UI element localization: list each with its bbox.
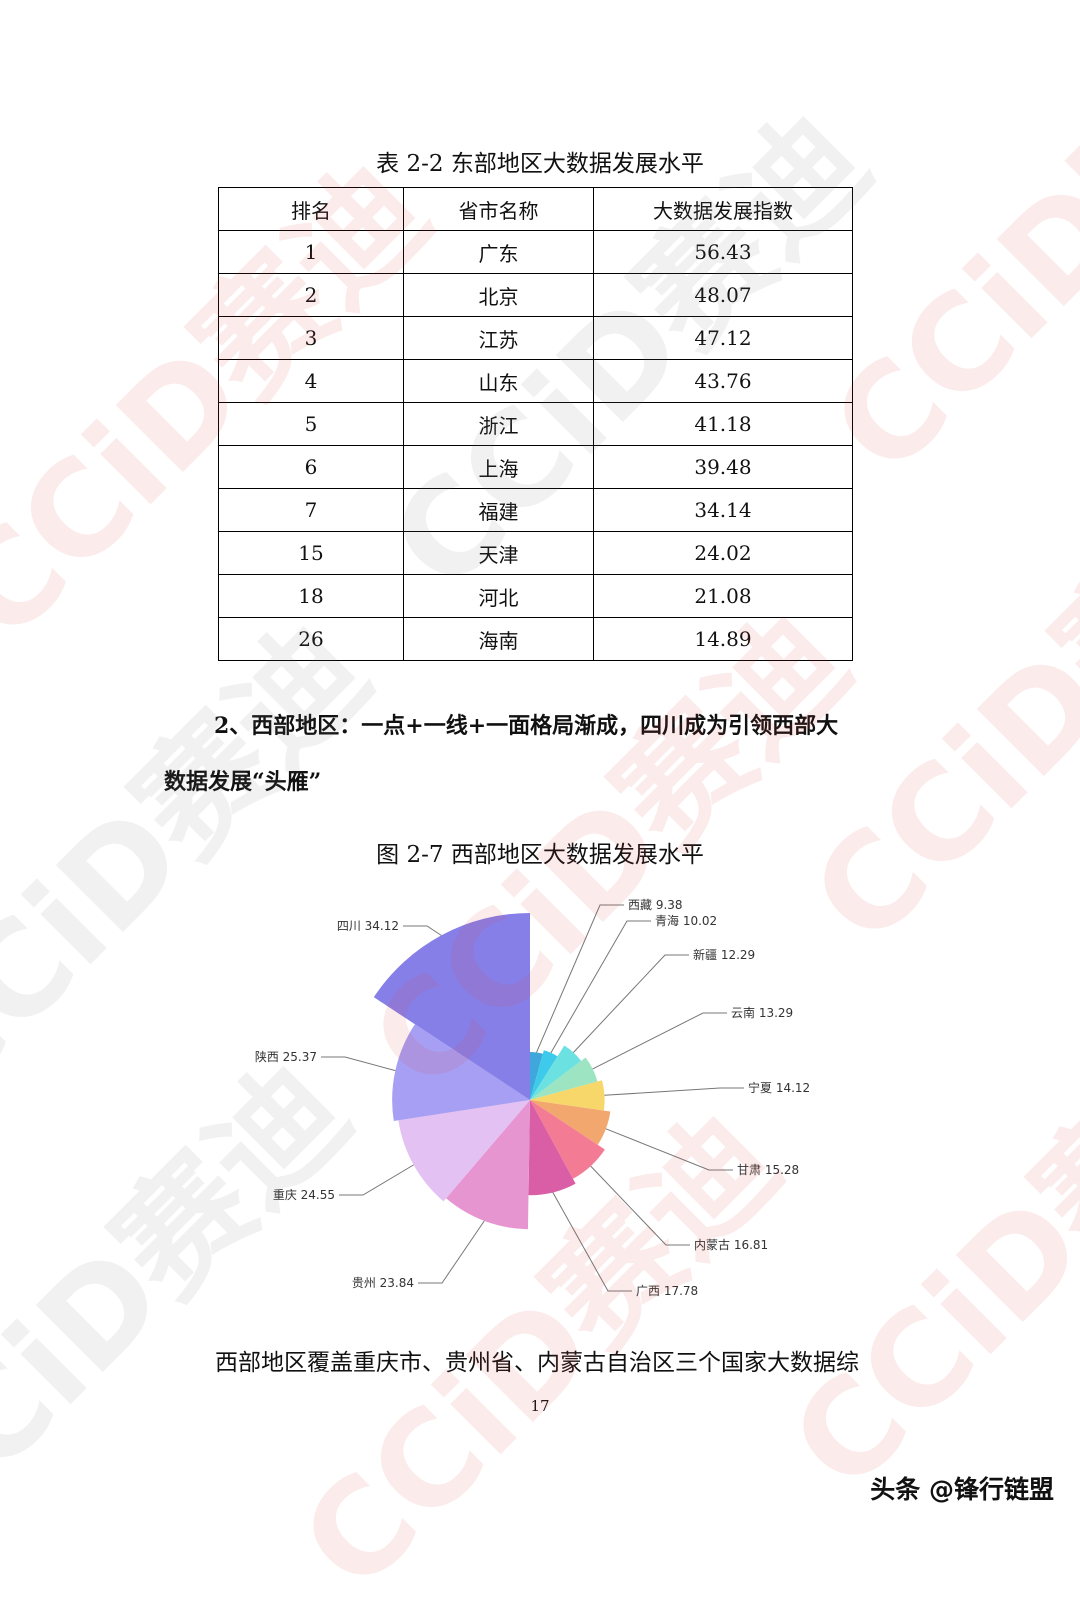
- section-heading-line1: 2、西部地区：一点+一线+一面格局渐成，四川成为引领西部大: [214, 713, 839, 739]
- label-leader-line: [592, 1012, 727, 1070]
- rank-cell: 6: [218, 445, 404, 489]
- slice-label: 西藏 9.38: [628, 898, 683, 912]
- rank-cell: 3: [218, 316, 404, 360]
- province-cell: 广东: [403, 230, 594, 274]
- table-row: 7 福建 34.14: [218, 488, 853, 532]
- label-leader-line: [321, 1056, 396, 1072]
- rose-slice-10: [392, 1024, 530, 1121]
- section-heading-line2: 数据发展“头雁”: [164, 769, 322, 795]
- rose-slice-4: [530, 1080, 605, 1111]
- slice-label: 重庆 24.55: [273, 1188, 335, 1202]
- rose-slice-8: [446, 1100, 530, 1230]
- rose-slice-11: [373, 913, 530, 1100]
- table-row: 15 天津 24.02: [218, 531, 853, 575]
- table-row: 6 上海 39.48: [218, 445, 853, 489]
- label-leader-line: [604, 1087, 744, 1096]
- province-cell: 福建: [403, 488, 594, 532]
- rose-slice-1: [530, 1050, 558, 1100]
- index-cell: 43.76: [593, 359, 853, 403]
- slice-label: 云南 13.29: [731, 1005, 793, 1020]
- east-region-table: 排名 省市名称 大数据发展指数 1 广东 56.43 2 北京 48.07 3 江苏 47.12…: [218, 187, 853, 661]
- table-row: 2 北京 48.07: [218, 273, 853, 317]
- index-cell: 14.89: [593, 617, 853, 661]
- rank-cell: 5: [218, 402, 404, 446]
- slice-label: 四川 34.12: [337, 919, 399, 933]
- rank-cell: 26: [218, 617, 404, 661]
- index-cell: 41.18: [593, 402, 853, 446]
- label-leader-line: [573, 954, 689, 1053]
- table-row: 5 浙江 41.18: [218, 402, 853, 446]
- index-cell: 24.02: [593, 531, 853, 575]
- column-header-rank: 排名: [218, 187, 404, 231]
- label-leader-line: [550, 920, 651, 1054]
- label-leader-line: [536, 904, 624, 1053]
- table-header-row: 排名 省市名称 大数据发展指数: [218, 187, 853, 231]
- slice-label: 新疆 12.29: [693, 947, 755, 962]
- index-cell: 34.14: [593, 488, 853, 532]
- table-row: 3 江苏 47.12: [218, 316, 853, 360]
- slice-label: 内蒙古 16.81: [694, 1237, 768, 1252]
- province-cell: 江苏: [403, 316, 594, 360]
- index-cell: 39.48: [593, 445, 853, 489]
- rose-slice-9: [398, 1100, 530, 1202]
- rose-slice-5: [530, 1100, 611, 1145]
- province-cell: 北京: [403, 273, 594, 317]
- index-cell: 21.08: [593, 574, 853, 618]
- rose-slice-6: [530, 1100, 605, 1179]
- rose-slice-2: [530, 1045, 582, 1100]
- index-cell: 56.43: [593, 230, 853, 274]
- rank-cell: 15: [218, 531, 404, 575]
- credit-watermark: 头条 @锋行链盟: [870, 1475, 1054, 1504]
- label-leader-line: [418, 1220, 485, 1284]
- index-cell: 48.07: [593, 273, 853, 317]
- slice-label: 甘肃 15.28: [737, 1163, 799, 1177]
- rose-slice-0: [530, 1052, 543, 1100]
- label-leader-line: [605, 1128, 733, 1171]
- table-row: 26 海南 14.89: [218, 617, 853, 661]
- slice-label: 广西 17.78: [636, 1284, 698, 1298]
- slice-label: 贵州 23.84: [352, 1276, 414, 1290]
- label-leader-line: [552, 1192, 632, 1292]
- province-cell: 上海: [403, 445, 594, 489]
- province-cell: 浙江: [403, 402, 594, 446]
- slice-label: 宁夏 14.12: [748, 1080, 810, 1095]
- column-header-index: 大数据发展指数: [593, 187, 853, 231]
- table-row: 18 河北 21.08: [218, 574, 853, 618]
- table-row: 1 广东 56.43: [218, 230, 853, 274]
- rank-cell: 4: [218, 359, 404, 403]
- label-leader-line: [590, 1165, 690, 1246]
- label-leader-line: [339, 1164, 414, 1196]
- rank-cell: 7: [218, 488, 404, 532]
- table-caption: 表 2-2 东部地区大数据发展水平: [376, 151, 704, 177]
- figure-caption: 图 2-7 西部地区大数据发展水平: [376, 842, 704, 868]
- label-leader-line: [403, 925, 442, 936]
- column-header-province: 省市名称: [403, 187, 594, 231]
- province-cell: 海南: [403, 617, 594, 661]
- table-row: 4 山东 43.76: [218, 359, 853, 403]
- province-cell: 河北: [403, 574, 594, 618]
- province-cell: 山东: [403, 359, 594, 403]
- slice-label: 陕西 25.37: [255, 1049, 317, 1064]
- body-paragraph: 西部地区覆盖重庆市、贵州省、内蒙古自治区三个国家大数据综: [215, 1350, 859, 1376]
- rank-cell: 2: [218, 273, 404, 317]
- rank-cell: 1: [218, 230, 404, 274]
- rose-slice-3: [530, 1057, 598, 1100]
- slice-label: 青海 10.02: [655, 913, 717, 928]
- page-number: 17: [530, 1397, 550, 1415]
- index-cell: 47.12: [593, 316, 853, 360]
- rank-cell: 18: [218, 574, 404, 618]
- rose-slice-7: [528, 1100, 576, 1196]
- province-cell: 天津: [403, 531, 594, 575]
